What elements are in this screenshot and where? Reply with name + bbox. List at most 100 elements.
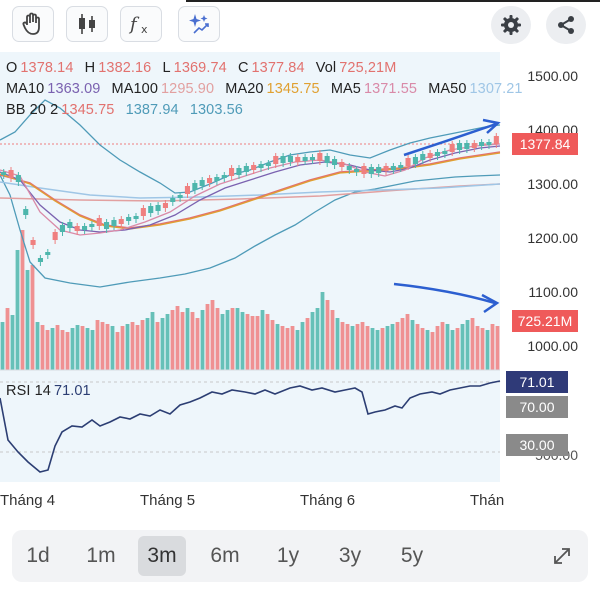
candle-body [398,165,404,168]
timeframe-selector: 1d 1m 3m 6m 1y 3y 5y [12,530,588,582]
ma5-value: 1371.55 [363,81,418,97]
rsi-line [0,380,501,473]
volume-bar [170,310,175,370]
low-label: L [162,60,171,76]
candle-body [383,166,389,171]
volume-bar [280,326,285,370]
candle-body [155,205,161,211]
timeframe-1m[interactable]: 1m [86,544,116,567]
rsi-overbought-tag: 70.00 [506,396,568,418]
timeframe-6m[interactable]: 6m [210,544,240,567]
indicator-function-button[interactable]: f x [120,6,162,42]
volume-bar [355,324,360,370]
chart-plot-area[interactable] [0,52,500,482]
candle-body [199,180,205,186]
volume-label: Vol [315,60,337,76]
volume-bar [410,320,415,370]
volume-bar [405,314,410,370]
timeframe-3m[interactable]: 3m [138,536,186,576]
volume-bar [135,325,140,370]
bb-lower-value: 1303.56 [189,102,243,118]
volume-bar [25,270,30,370]
share-button[interactable] [546,6,586,44]
candle-body [457,143,463,150]
drawing-tool-button[interactable] [12,6,54,42]
volume-bar [290,326,295,370]
time-axis-label: Tháng 4 [0,492,56,509]
candle-body [126,217,132,221]
volume-bar [145,318,150,370]
candle-body [23,209,29,215]
candle-body [486,142,492,145]
bb-legend: BB 20 2 1345.75 1387.94 1303.56 [6,102,250,118]
candle-body [170,198,176,202]
volume-bar [35,322,40,370]
price-trend-annotation-arrow [403,118,501,157]
last-price-tag: 1377.84 [512,133,578,155]
volume-bar [110,326,115,370]
price-chart[interactable] [0,52,600,482]
volume-bar [330,310,335,370]
settings-button[interactable] [491,6,531,44]
svg-text:f: f [128,14,140,35]
candle-body [1,172,7,175]
price-axis-tick: 1100.00 [528,284,578,300]
volume-bar [495,326,500,370]
price-axis-tick: 1300.00 [527,176,578,192]
magic-sparkle-icon [189,14,209,34]
rsi-label: RSI 14 [6,383,51,399]
volume-bar [455,328,460,370]
price-axis-tick: 1000.00 [527,338,578,354]
timeframe-1d[interactable]: 1d [26,544,50,567]
volume-bar [245,314,250,370]
open-label: O [6,60,18,76]
volume-bar [450,330,455,370]
candle-body [251,165,257,170]
ma10-line [0,145,501,233]
expand-icon [554,548,570,564]
volume-bar [340,322,345,370]
candle-body [479,142,485,146]
timeframe-1y[interactable]: 1y [276,544,300,567]
volume-bar [130,322,135,370]
ma-legend: MA10 1363.09 MA100 1295.90 MA20 1345.75 MA5… [6,81,530,97]
volume-bar [425,330,430,370]
volume-bar [460,324,465,370]
volume-bar [400,318,405,370]
timeframe-5y[interactable]: 5y [400,544,424,567]
candle-body [420,154,426,160]
volume-bar [490,324,495,370]
candle-body [339,162,345,167]
bb-mid-value: 1345.75 [61,102,115,118]
candle-body [221,175,227,178]
volume-bar [480,328,485,370]
candle-body [140,208,146,216]
volume-bar [445,324,450,370]
candle-body [493,136,499,144]
volume-bar [420,328,425,370]
volume-bar [30,265,35,370]
volume-bar [50,328,55,370]
timeframe-3y[interactable]: 3y [338,544,362,567]
volume-bar [360,322,365,370]
volume-bar [185,308,190,370]
chart-type-button[interactable] [66,6,108,42]
volume-bar [180,312,185,370]
volume-bar [150,312,155,370]
volume-bar [195,318,200,370]
candle-body [82,226,88,230]
volume-bar [215,308,220,370]
volume-bar [140,320,145,370]
rsi-value: 71.01 [53,383,91,399]
bb-upper-value: 1387.94 [125,102,179,118]
ma20-line [0,152,501,230]
candle-body [346,166,352,170]
volume-bar [300,322,305,370]
price-axis-tick: 1200.00 [527,230,578,246]
expand-chart-button[interactable] [542,536,582,576]
candle-body [309,157,315,160]
ma20-value: 1345.75 [266,81,320,97]
smart-tools-button[interactable] [178,6,220,42]
volume-bar [0,322,5,370]
